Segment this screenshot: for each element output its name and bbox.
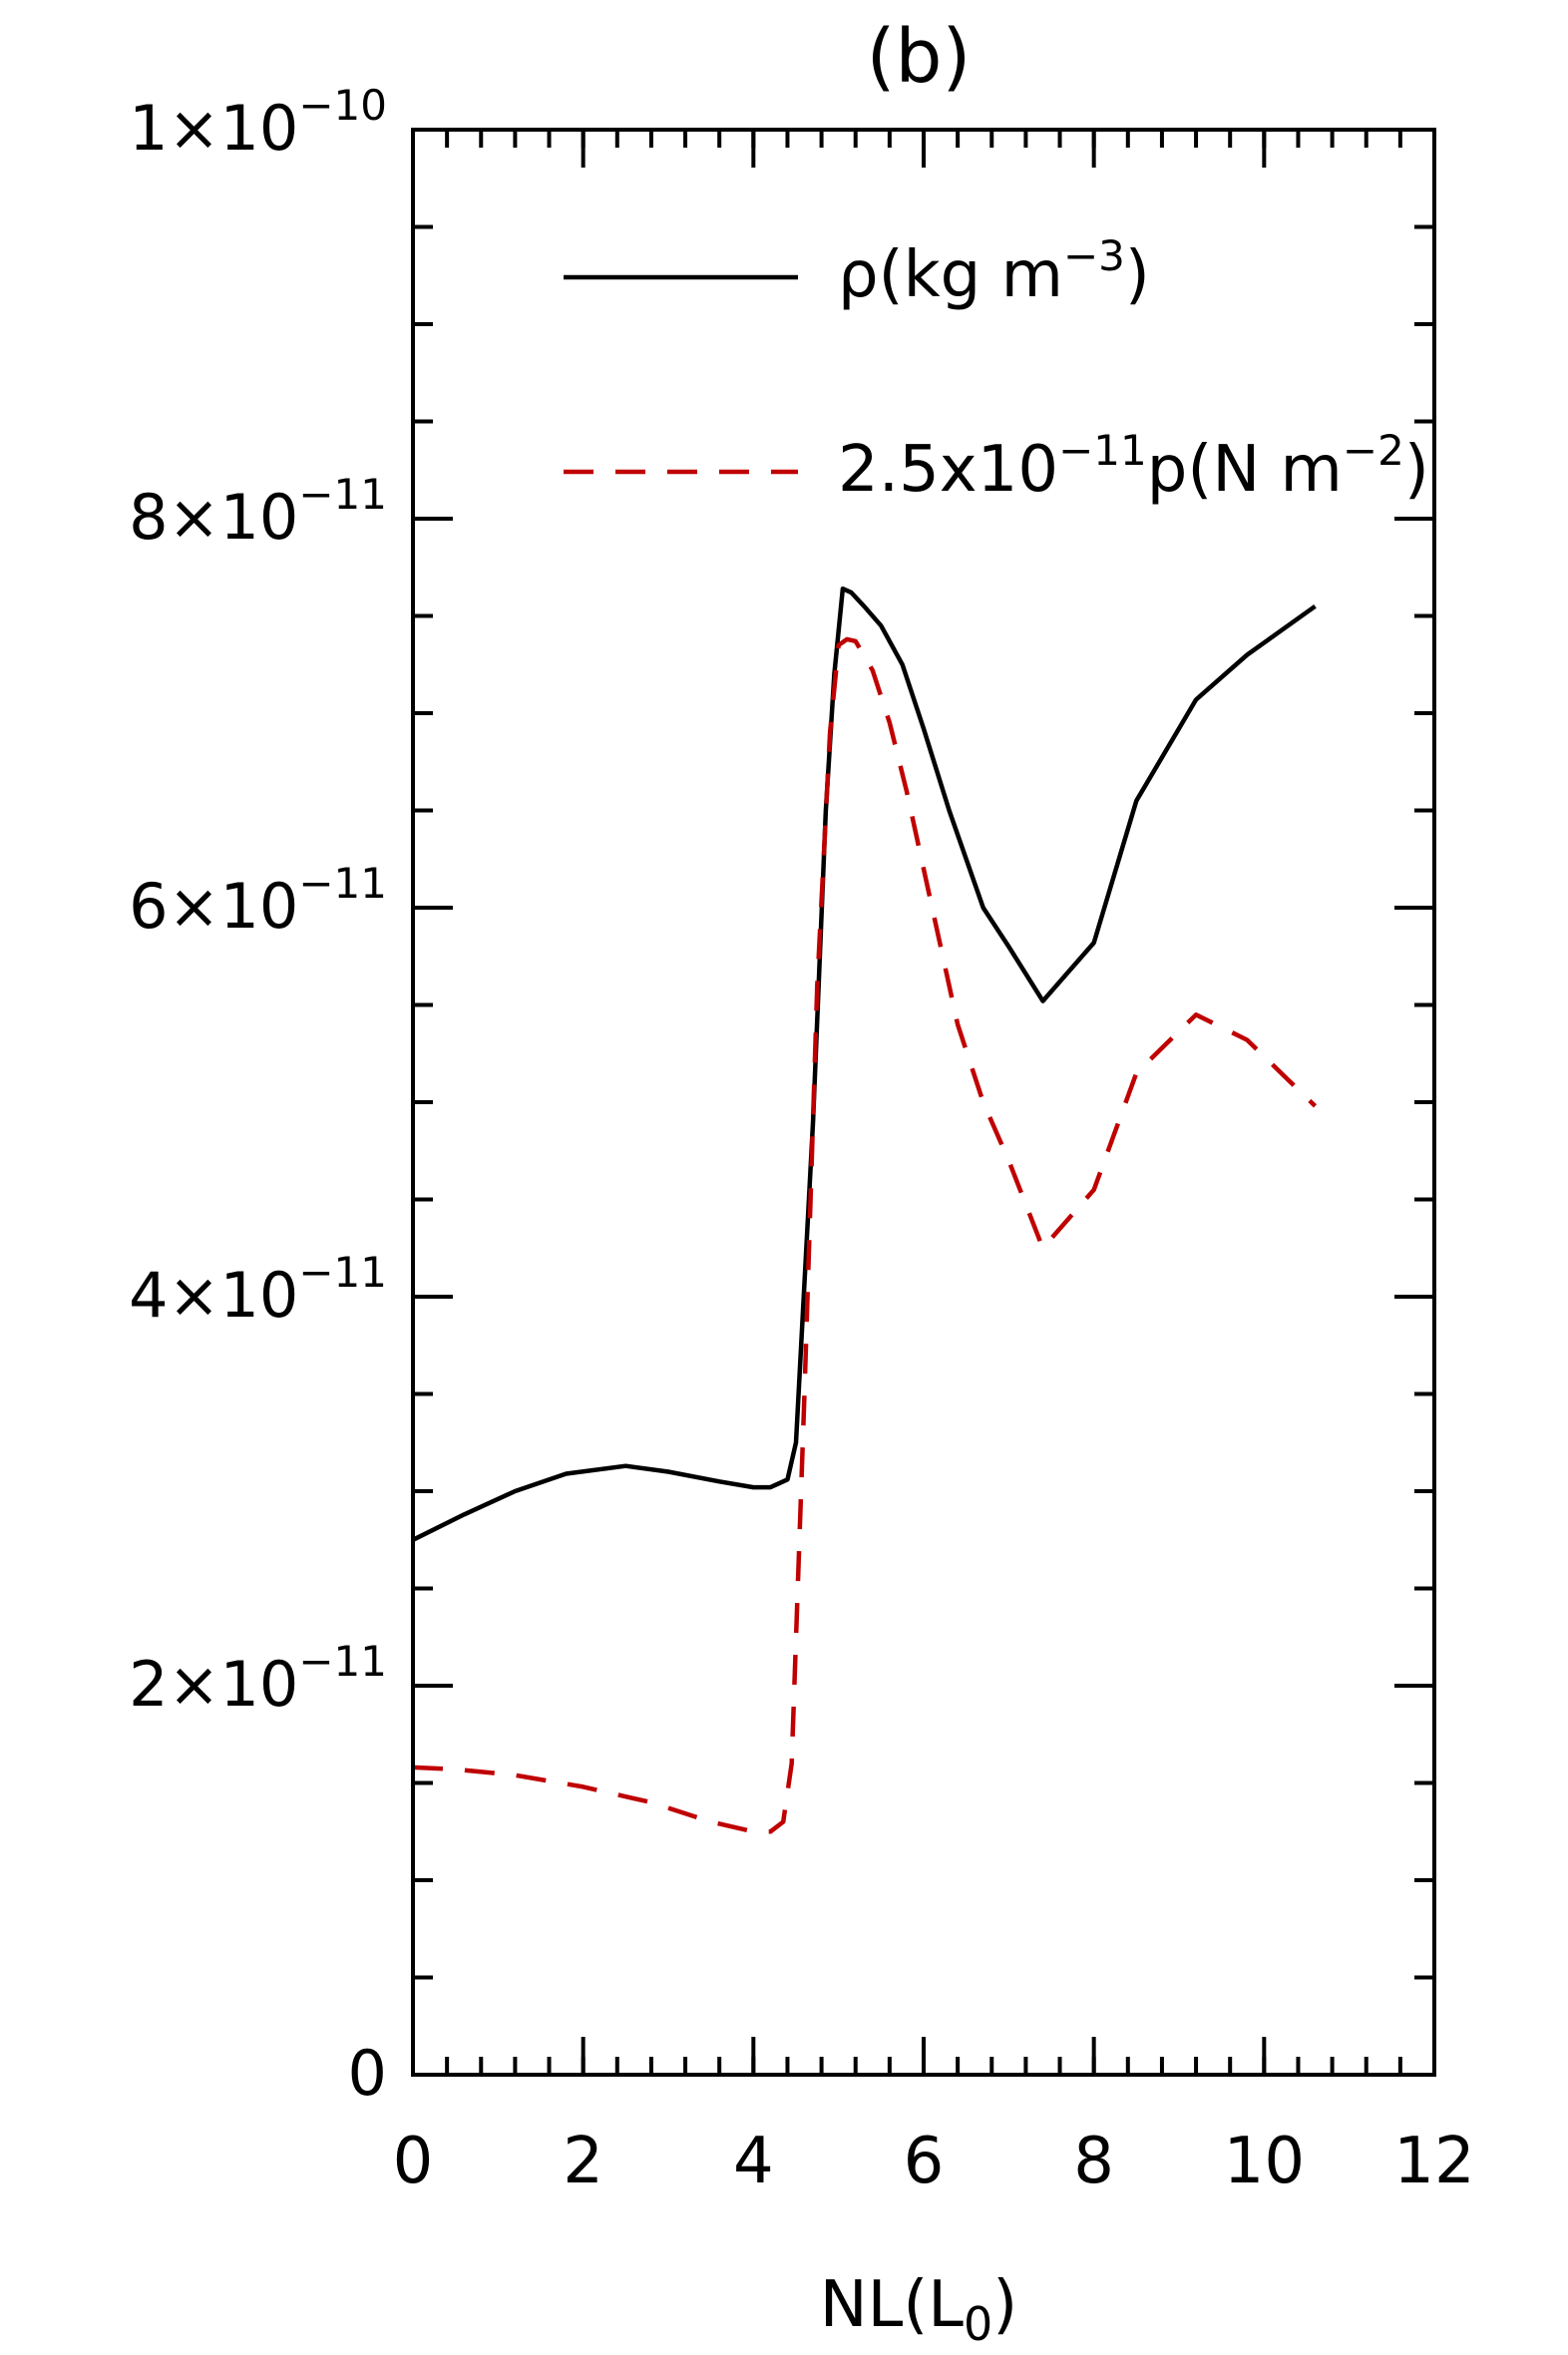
chart-title: (b) <box>867 14 972 100</box>
x-tick-label: 6 <box>904 2125 945 2198</box>
svg-text:NL(L0): NL(L0) <box>820 2268 1017 2351</box>
y-tick-label: 1×10−10 <box>129 81 387 165</box>
y-tick-labels: 0 2×10−11 4×10−11 6×10−11 8×10−11 1×10−10 <box>129 81 387 2110</box>
plot-frame <box>411 128 1436 2077</box>
x-tick-labels: 0 2 4 6 8 10 12 <box>393 2125 1475 2198</box>
x-tick-label: 0 <box>393 2125 434 2198</box>
y-tick-label: 4×10−11 <box>129 1248 387 1332</box>
axis-ticks <box>411 128 1436 2077</box>
x-tick-label: 2 <box>563 2125 603 2198</box>
series-line-rho <box>412 586 1317 1542</box>
y-tick-label: 0 <box>348 2037 387 2110</box>
y-tick-label: 2×10−11 <box>129 1637 387 1721</box>
series-layer <box>412 586 1318 1834</box>
x-tick-label: 10 <box>1224 2125 1305 2198</box>
legend-label-pressure: 2.5x10−11p(N m−2) <box>838 426 1429 507</box>
x-tick-label: 8 <box>1073 2125 1114 2198</box>
series-line-pressure <box>412 636 1318 1834</box>
y-tick-label: 8×10−11 <box>129 470 387 554</box>
y-tick-label: 6×10−11 <box>129 859 387 943</box>
x-axis-label: NL(L0) <box>820 2268 1017 2351</box>
x-tick-label: 12 <box>1393 2125 1474 2198</box>
x-tick-label: 4 <box>733 2125 774 2198</box>
legend: ρ(kg m−3) 2.5x10−11p(N m−2) <box>564 231 1429 507</box>
legend-label-rho: ρ(kg m−3) <box>838 231 1150 312</box>
